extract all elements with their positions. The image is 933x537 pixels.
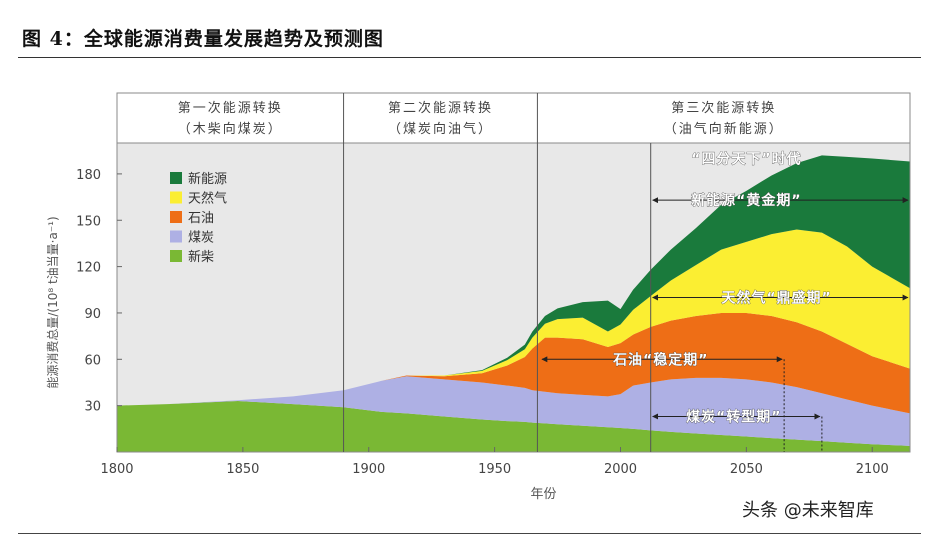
x-tick-label-1800: 1800 bbox=[100, 462, 133, 477]
legend-label-new_energy: 新能源 bbox=[188, 171, 227, 187]
era-header-band bbox=[116, 92, 911, 144]
legend-swatch-new_energy bbox=[170, 172, 182, 184]
plot-frame bbox=[116, 142, 911, 453]
legend-label-natural_gas: 天然气 bbox=[188, 191, 227, 207]
x-tick-label-1850: 1850 bbox=[226, 462, 259, 477]
x-tick-label-2050: 2050 bbox=[730, 462, 763, 477]
y-axis-label: 能源消费总量/(10⁸ t油当量·a⁻¹) bbox=[46, 216, 60, 388]
era-sublabel-2: （煤炭向油气） bbox=[388, 121, 493, 137]
area-natural_gas bbox=[117, 229, 910, 406]
y-tick-label-180: 180 bbox=[76, 168, 101, 183]
area-firewood bbox=[117, 401, 910, 452]
era-label-3: 第三次能源转换 bbox=[671, 100, 776, 116]
figure-title: 图 4：全球能源消费量发展趋势及预测图 bbox=[22, 28, 384, 50]
y-tick-label-90: 90 bbox=[84, 307, 101, 322]
area-coal bbox=[117, 376, 910, 446]
annotation-4-text: 石油“稳定期” bbox=[612, 351, 708, 368]
bottom-rule bbox=[18, 533, 921, 534]
annotation-5-text: 煤炭“转型期” bbox=[686, 408, 781, 425]
annotation-2-text: 新能源“黄金期” bbox=[691, 192, 801, 209]
legend-swatch-coal bbox=[170, 230, 182, 243]
era-sublabel-3: （油气向新能源） bbox=[664, 121, 784, 137]
x-axis-label: 年份 bbox=[530, 487, 556, 502]
era-label-1: 第一次能源转换 bbox=[178, 100, 283, 116]
annotation-1-text: “四分天下”时代 bbox=[691, 150, 801, 167]
legend-label-oil: 石油 bbox=[188, 211, 214, 226]
top-rule bbox=[18, 57, 921, 58]
area-oil bbox=[117, 312, 910, 414]
x-tick-label-2100: 2100 bbox=[856, 462, 889, 477]
legend-label-coal: 煤炭 bbox=[188, 231, 214, 246]
y-tick-label-120: 120 bbox=[76, 261, 101, 276]
x-tick-label-1900: 1900 bbox=[352, 462, 385, 477]
legend-label-firewood: 新柴 bbox=[188, 249, 214, 265]
legend-swatch-natural_gas bbox=[170, 191, 182, 204]
legend-swatch-oil bbox=[170, 211, 182, 223]
y-tick-label-30: 30 bbox=[84, 400, 101, 415]
area-new_energy bbox=[117, 155, 910, 406]
annotation-3-text: 天然气“鼎盛期” bbox=[721, 290, 831, 307]
era-sublabel-1: （木柴向煤炭） bbox=[178, 121, 283, 137]
x-tick-label-1950: 1950 bbox=[478, 462, 511, 477]
y-tick-label-60: 60 bbox=[84, 353, 101, 368]
watermark: 头条 @未来智库 bbox=[742, 500, 874, 521]
y-tick-label-150: 150 bbox=[76, 214, 101, 229]
era-label-2: 第二次能源转换 bbox=[388, 100, 493, 116]
legend-swatch-firewood bbox=[170, 250, 182, 262]
x-tick-label-2000: 2000 bbox=[604, 462, 637, 477]
